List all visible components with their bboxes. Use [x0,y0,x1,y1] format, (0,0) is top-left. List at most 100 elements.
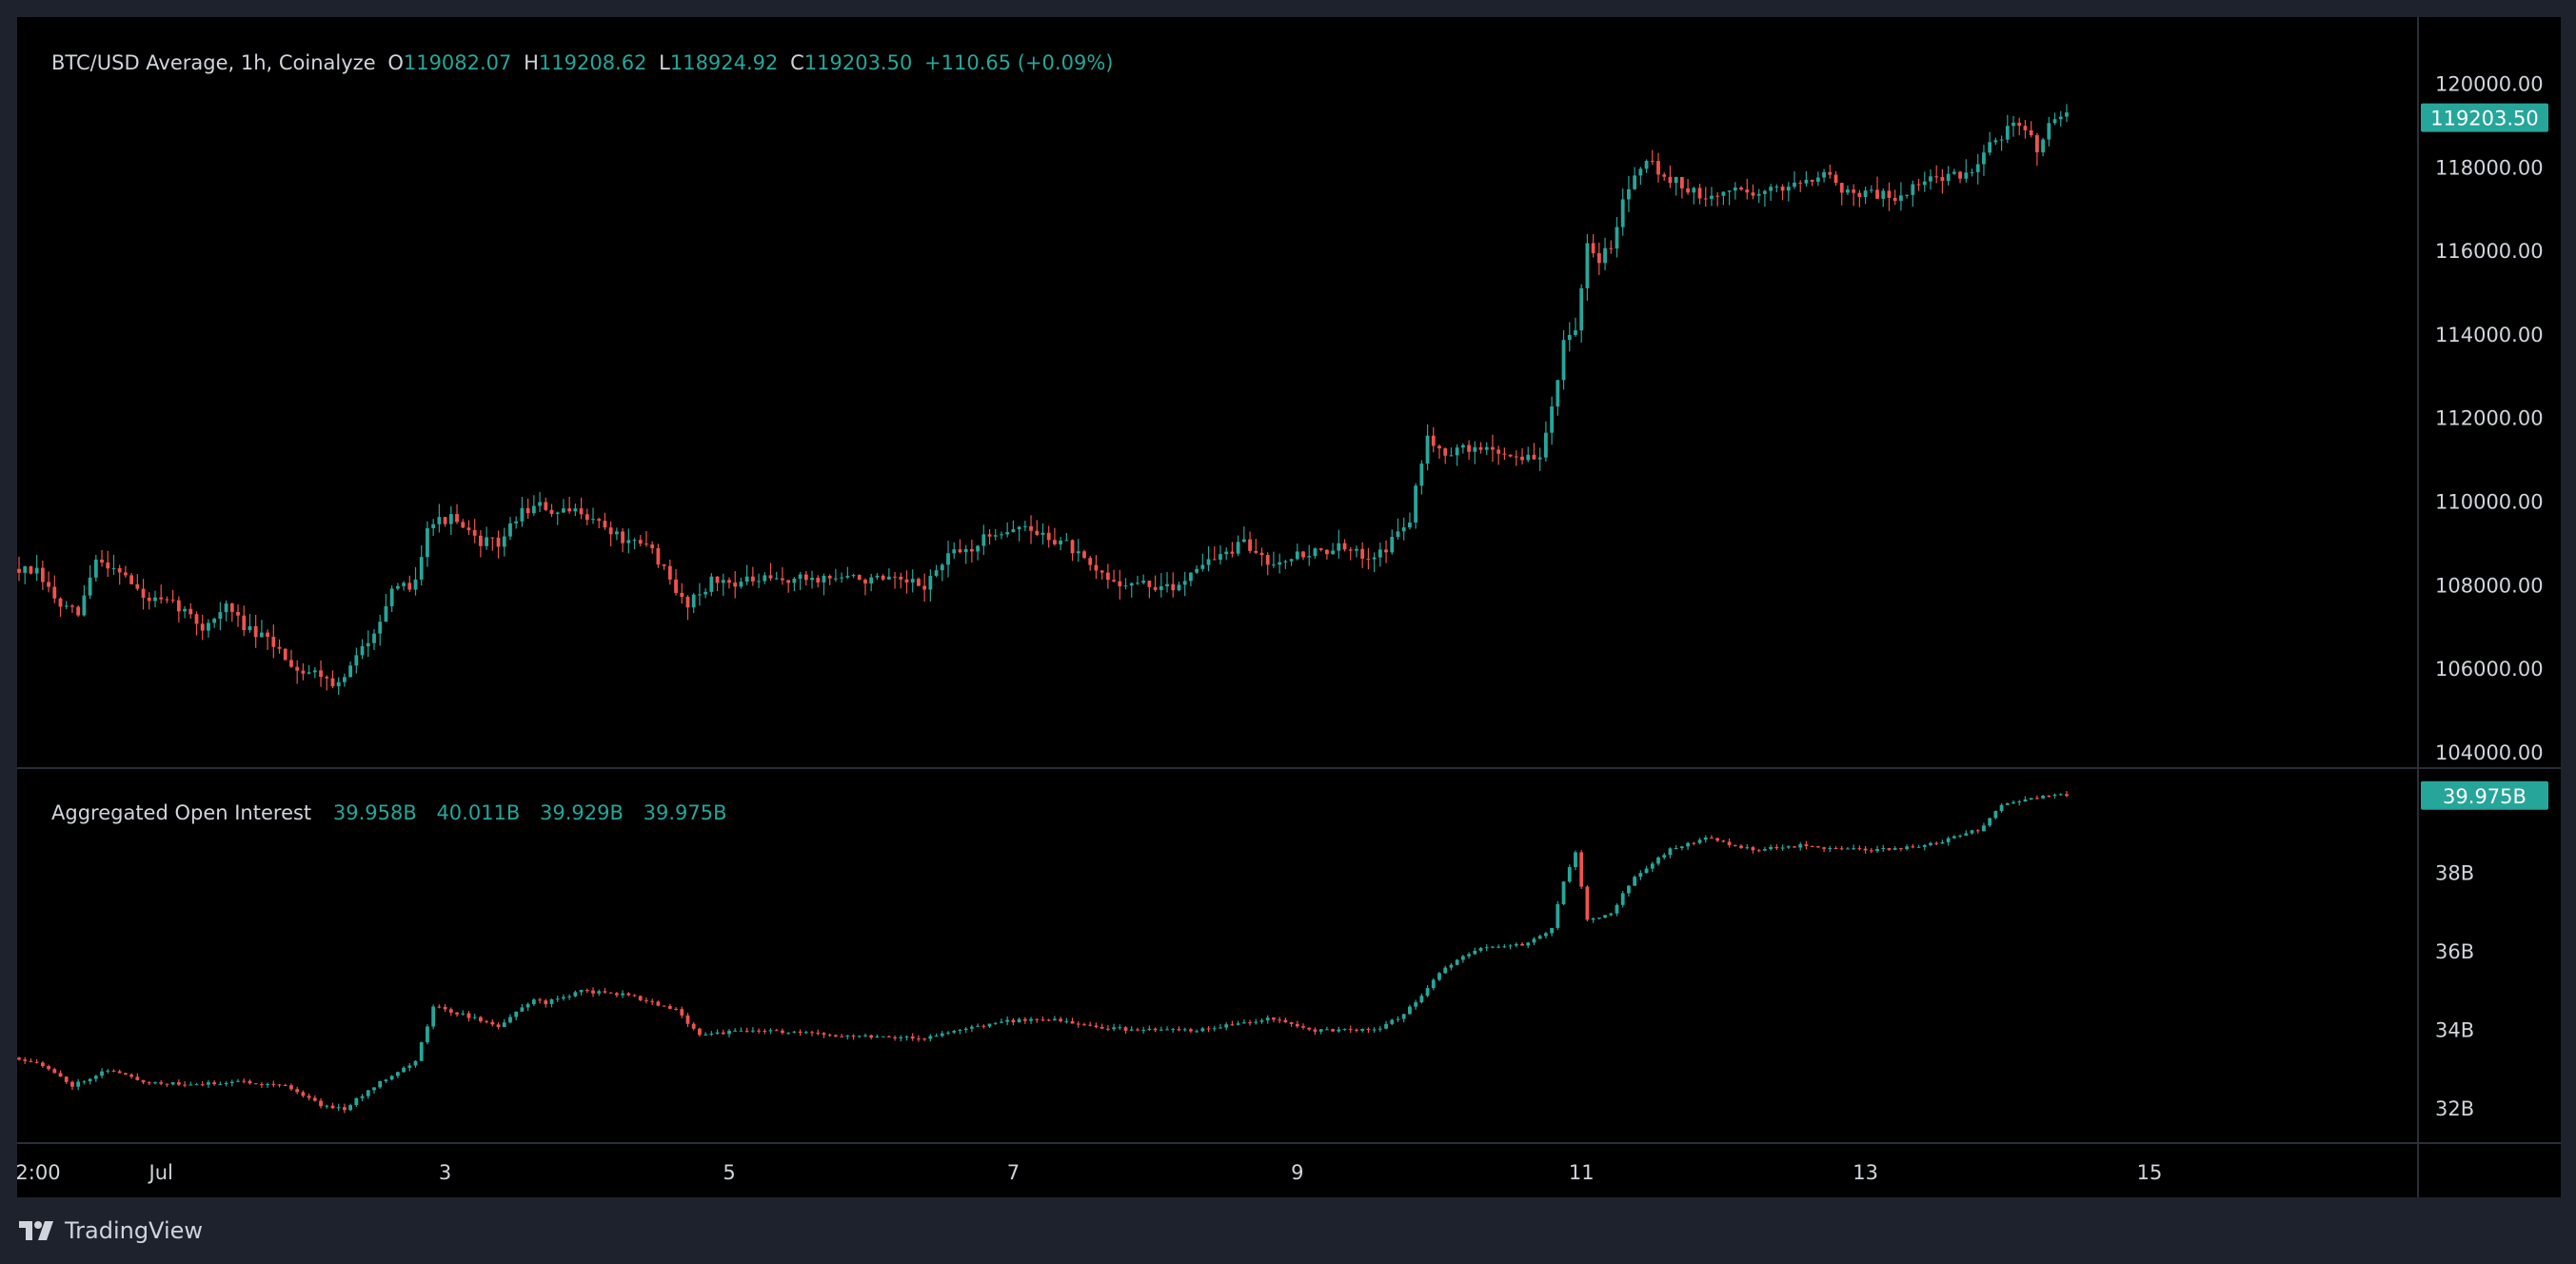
oi-candle [763,1028,767,1035]
price-candle [840,572,844,583]
tradingview-logo-icon[interactable] [19,1219,57,1242]
oi-candle [1153,1027,1158,1033]
oi-high-value: 40.011B [436,801,521,824]
oi-candle [538,997,542,1004]
oi-candle [1537,934,1542,939]
oi-candle [52,1067,57,1074]
oi-candle [739,1027,743,1032]
price-candle [1360,542,1365,568]
chart-frame[interactable]: 104000.00 106000.00 108000.00 110000.00 1120… [17,17,2561,1197]
oi-candle [2047,795,2051,799]
oi-candle [1059,1017,1063,1023]
price-candle [1129,583,1134,598]
price-candle [1934,165,1939,184]
price-candle [212,617,217,628]
price-candle [1171,572,1176,598]
price-tick-label: 108000.00 [2435,574,2544,597]
price-candle [1916,179,1921,191]
oi-candle [1283,1017,1288,1023]
oi-candle [869,1034,874,1040]
oi-candle [709,1031,714,1037]
oi-candle [372,1087,376,1095]
time-tick-label: 7 [1007,1161,1020,1184]
oi-candle [680,1006,684,1018]
price-candle [1443,447,1448,464]
price-candle [1899,182,1903,211]
oi-candle [1094,1022,1099,1029]
oi-candle [757,1028,761,1034]
price-candle [549,504,554,518]
price-candle [2034,132,2039,167]
oi-candle [910,1033,915,1041]
price-candle [224,600,228,622]
price-candle [1526,446,1531,463]
oi-candle [1017,1017,1021,1023]
price-candle [1627,175,1631,212]
oi-candle [1929,841,1932,847]
price-candle [1401,517,1406,541]
oi-candle [798,1029,803,1037]
oi-candle [1596,918,1601,920]
oi-candle [1686,841,1690,850]
oi-candle [603,987,607,994]
price-candle [1863,187,1868,205]
price-candle [479,530,483,558]
oi-candle [922,1037,927,1041]
price-tick-label: 118000.00 [2435,156,2544,179]
price-candle [1241,526,1246,543]
price-candle [1887,182,1892,211]
price-candle [1881,188,1886,207]
chart-canvas[interactable]: 104000.00 106000.00 108000.00 110000.00 1120… [17,17,2561,1197]
price-candle [1703,187,1708,207]
price-candle [1786,182,1791,202]
oi-candle [1189,1027,1193,1034]
price-candle [816,575,821,588]
price-candle [1318,547,1323,552]
oi-candle [1377,1025,1382,1033]
price-candle [343,673,347,687]
oi-candle [1035,1018,1040,1023]
oi-candle [343,1103,347,1114]
oi-candle [1881,844,1886,853]
oi-candle [188,1081,193,1086]
price-candle [1414,483,1418,529]
oi-legend: Aggregated Open Interest 39.958B 40.011B… [51,801,730,824]
oi-candle [1000,1018,1003,1024]
price-candle [1579,284,1584,343]
oi-candle [1550,927,1555,937]
price-candle [277,639,282,654]
oi-candle [1064,1017,1069,1024]
oi-candle [1591,918,1595,923]
price-candle [1431,426,1436,453]
oi-candle [1875,845,1879,854]
oi-candle [88,1077,92,1085]
price-candle [419,544,424,586]
price-candle [1307,544,1312,566]
oi-candle [485,1019,489,1024]
symbol-title[interactable]: BTC/USD Average, 1h, Coinalyze [51,51,376,74]
oi-candle [289,1083,293,1092]
price-candle [644,531,648,547]
price-candle [1022,521,1027,532]
price-candle [165,596,169,603]
price-candle [1259,547,1264,566]
price-candle [354,647,359,674]
price-candle [715,576,720,592]
oi-candle [183,1080,187,1088]
oi-title[interactable]: Aggregated Open Interest [51,801,312,824]
price-candle [259,620,264,638]
price-candle [289,649,293,668]
oi-candle [1561,880,1566,906]
time-axis: 2:00 Jul 3 5 7 9 11 13 15 [17,1161,2162,1184]
oi-candle [431,1004,436,1030]
oi-candle [940,1031,944,1037]
oi-candle [407,1062,412,1072]
oi-candle [626,992,631,997]
price-candle [207,619,210,638]
oi-candle [23,1057,28,1064]
price-candle [34,554,39,582]
price-last-bg [2421,103,2548,132]
brand-name[interactable]: TradingView [65,1217,204,1244]
price-candle [1852,184,1856,207]
change-value: +110.65 (+0.09%) [924,51,1114,74]
